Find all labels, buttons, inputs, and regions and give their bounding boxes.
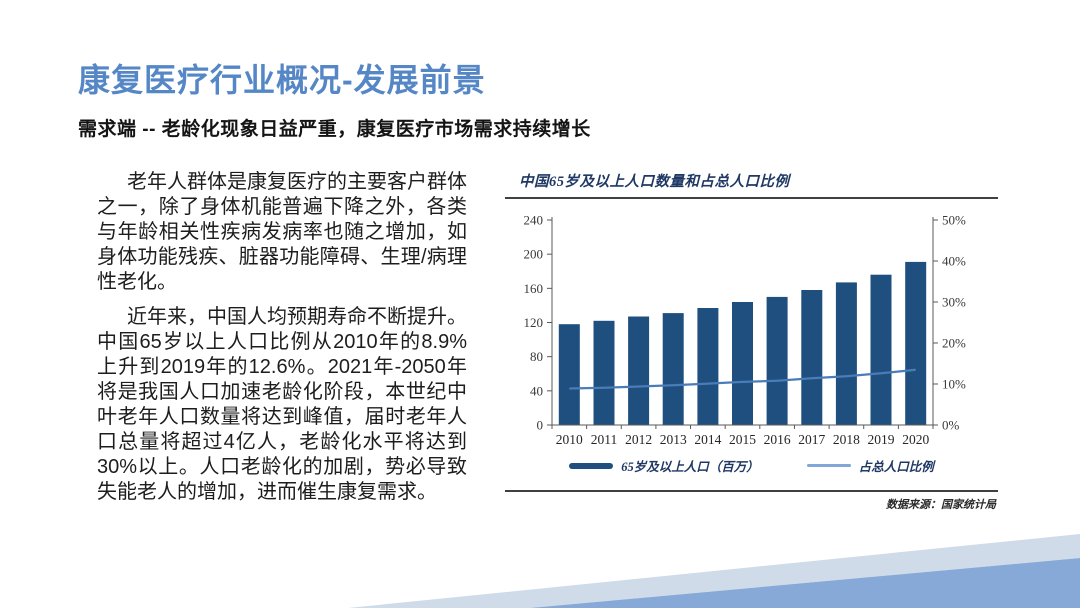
svg-text:50%: 50% [942,213,966,228]
chart-legend: 65岁及以上人口（百万） 占总人口比例 [505,456,998,475]
svg-text:80: 80 [530,349,543,364]
svg-text:240: 240 [524,213,544,228]
ratio-line [569,368,916,390]
svg-text:120: 120 [524,315,544,330]
body-text-block: 老年人群体是康复医疗的主要客户群体之一，除了身体机能普遍下降之外，各类与年龄相关… [97,170,467,515]
legend-bar-label: 65岁及以上人口（百万） [621,460,759,474]
population-chart-panel: 中国65岁及以上人口数量和占总人口比例 0 40 80 120 160 200 240 0% 1… [505,168,998,514]
svg-text:2014: 2014 [694,432,721,447]
legend-item-ratio: 占总人口比例 [806,456,934,475]
deco-blue-band [530,558,1080,608]
svg-text:2010: 2010 [556,432,583,447]
bar-2013 [662,313,684,425]
x-axis: 2010 2011 2012 2013 2014 2015 2016 2017 2018 2019… [551,425,934,447]
legend-bar-swatch [569,462,614,469]
svg-text:2019: 2019 [868,432,895,447]
bar-2015 [732,302,753,425]
legend-line-swatch [806,464,851,467]
bar-2014 [697,308,719,425]
deco-light-band [348,534,1080,608]
svg-text:30%: 30% [942,295,966,310]
chart-bottom-rule [505,490,998,492]
bars-series [558,261,927,425]
body-paragraph-2: 近年来，中国人均预期寿命不断提升。中国65岁以上人口比例从2010年的8.9%上… [97,306,467,503]
svg-text:40: 40 [530,383,543,398]
bar-2010 [558,324,580,425]
bar-2018 [835,282,857,425]
bar-2012 [628,316,650,425]
legend-line-label: 占总人口比例 [858,460,934,474]
bar-2011 [593,320,615,425]
chart-title: 中国65岁及以上人口数量和占总人口比例 [519,174,790,190]
svg-text:10%: 10% [942,377,966,392]
slide-title: 康复医疗行业概况-发展前景 [78,62,486,99]
svg-text:200: 200 [524,247,544,262]
slide-subtitle: 需求端 -- 老龄化现象日益严重，康复医疗市场需求持续增长 [78,118,591,140]
svg-text:2011: 2011 [591,432,618,447]
body-paragraph-1: 老年人群体是康复医疗的主要客户群体之一，除了身体机能普遍下降之外，各类与年龄相关… [97,171,467,293]
bar-2019 [870,274,892,425]
svg-text:0%: 0% [942,418,960,433]
bar-2017 [801,290,823,425]
svg-text:2015: 2015 [729,432,756,447]
bottom-decoration [348,534,1080,608]
svg-text:40%: 40% [942,254,966,269]
svg-text:20%: 20% [942,336,966,351]
svg-text:2016: 2016 [764,432,791,447]
legend-item-population: 65岁及以上人口（百万） [569,456,759,475]
bar-2020 [905,261,927,425]
svg-text:160: 160 [524,281,544,296]
chart-source-note: 数据来源：国家统计局 [886,499,996,511]
y-axis-right: 0% 10% 20% 30% 40% 50% [933,213,966,433]
chart-top-rule [505,197,998,199]
svg-text:2013: 2013 [660,432,687,447]
svg-text:2020: 2020 [902,432,929,447]
y-axis-left: 0 40 80 120 160 200 240 [524,213,552,433]
svg-text:2017: 2017 [798,432,825,447]
svg-text:2012: 2012 [625,432,652,447]
svg-text:2018: 2018 [833,432,860,447]
svg-text:0: 0 [537,418,544,433]
bar-2016 [766,296,788,425]
